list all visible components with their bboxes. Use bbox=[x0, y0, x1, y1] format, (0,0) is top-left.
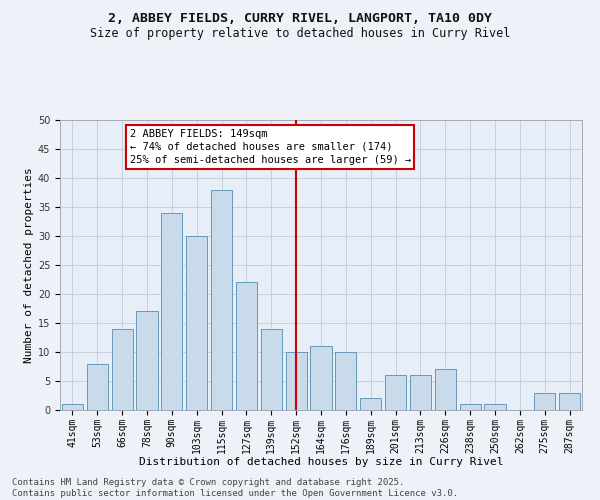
Bar bbox=[87, 364, 108, 410]
Text: Contains HM Land Registry data © Crown copyright and database right 2025.
Contai: Contains HM Land Registry data © Crown c… bbox=[12, 478, 458, 498]
Text: 2 ABBEY FIELDS: 149sqm
← 74% of detached houses are smaller (174)
25% of semi-de: 2 ABBEY FIELDS: 149sqm ← 74% of detached… bbox=[130, 128, 411, 165]
Bar bbox=[62, 404, 83, 410]
Bar bbox=[261, 329, 282, 410]
Y-axis label: Number of detached properties: Number of detached properties bbox=[23, 167, 34, 363]
Bar bbox=[360, 398, 381, 410]
Bar bbox=[310, 346, 332, 410]
Bar bbox=[161, 213, 182, 410]
Bar bbox=[534, 392, 555, 410]
Bar bbox=[186, 236, 207, 410]
Bar bbox=[484, 404, 506, 410]
Bar bbox=[136, 312, 158, 410]
X-axis label: Distribution of detached houses by size in Curry Rivel: Distribution of detached houses by size … bbox=[139, 457, 503, 467]
Bar bbox=[460, 404, 481, 410]
Bar bbox=[335, 352, 356, 410]
Bar bbox=[211, 190, 232, 410]
Bar bbox=[236, 282, 257, 410]
Bar bbox=[410, 375, 431, 410]
Text: 2, ABBEY FIELDS, CURRY RIVEL, LANGPORT, TA10 0DY: 2, ABBEY FIELDS, CURRY RIVEL, LANGPORT, … bbox=[108, 12, 492, 26]
Bar bbox=[286, 352, 307, 410]
Bar bbox=[385, 375, 406, 410]
Bar bbox=[559, 392, 580, 410]
Bar bbox=[112, 329, 133, 410]
Text: Size of property relative to detached houses in Curry Rivel: Size of property relative to detached ho… bbox=[90, 28, 510, 40]
Bar bbox=[435, 370, 456, 410]
